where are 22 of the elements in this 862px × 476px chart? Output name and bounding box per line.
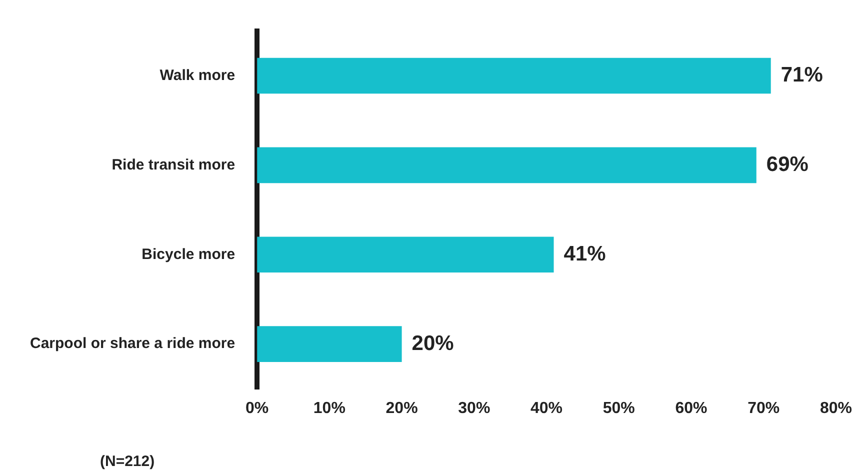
x-tick-label: 0% [246,400,269,417]
y-tick-label: Walk more [160,66,236,84]
y-tick-label: Bicycle more [142,246,236,263]
x-tick-label: 60% [675,400,708,417]
x-tick-label: 30% [458,400,490,417]
data-label: 20% [412,332,454,355]
data-label: 69% [766,152,809,176]
y-tick-label: Carpool or share a ride more [30,335,236,352]
bar [257,147,756,184]
x-tick-label: 80% [820,400,852,417]
text: (N=212) [100,453,155,470]
bar [257,236,554,273]
bar [257,326,402,362]
x-tick-label: 50% [602,400,635,417]
x-tick-label: 70% [748,400,780,417]
data-label: 41% [564,242,606,266]
x-tick-label: 10% [313,400,346,417]
x-tick-label: 40% [530,400,563,417]
data-label: 71% [780,64,824,87]
x-tick-label: 20% [386,400,418,417]
bar [257,58,771,94]
y-tick-label: Ride transit more [112,156,236,174]
